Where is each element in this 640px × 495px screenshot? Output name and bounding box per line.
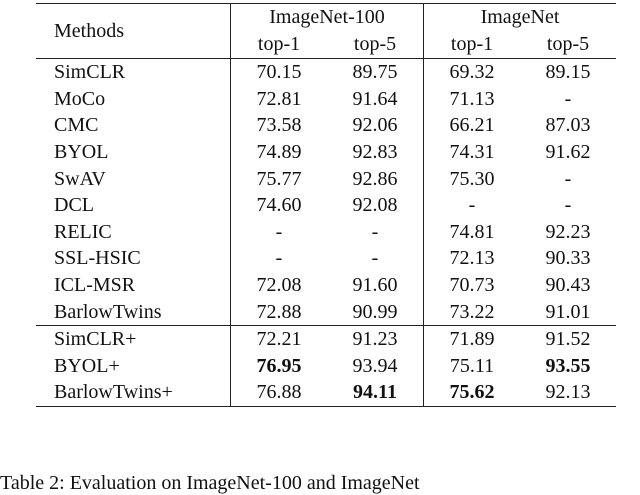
value-cell: 91.23 <box>327 325 424 353</box>
value-cell: 75.62 <box>449 381 495 404</box>
method-cell: BYOL <box>36 138 231 166</box>
subcol-header: top-1 <box>450 33 494 55</box>
method-cell: BYOL+ <box>36 352 231 380</box>
table-row: SwAV 75.77 92.86 75.30 - <box>36 165 616 192</box>
value-cell: - <box>564 167 572 190</box>
value-cell: 92.08 <box>327 191 424 219</box>
subcol-header: top-1 <box>257 33 301 55</box>
value-cell: 91.62 <box>545 141 591 164</box>
value-cell: 73.22 <box>449 300 495 323</box>
value-cell: 91.01 <box>545 300 591 323</box>
value-cell: 92.86 <box>327 165 424 192</box>
value-cell: 71.89 <box>449 328 495 351</box>
value-cell: 89.75 <box>327 58 424 86</box>
value-cell: 90.33 <box>545 247 591 270</box>
value-cell: - <box>275 220 283 243</box>
table-caption: Table 2: Evaluation on ImageNet-100 and … <box>0 472 420 494</box>
value-cell: 69.32 <box>449 61 495 84</box>
method-cell: SwAV <box>36 165 231 192</box>
value-cell: 91.64 <box>327 85 424 113</box>
method-cell: SimCLR <box>36 58 231 86</box>
value-cell: 76.95 <box>256 354 302 377</box>
value-cell: 74.60 <box>256 194 302 217</box>
table-row: CMC 73.58 92.06 66.21 87.03 <box>36 112 616 139</box>
method-cell: SimCLR+ <box>36 325 231 353</box>
value-cell: 75.77 <box>256 167 302 190</box>
results-table: Methods ImageNet-100 ImageNet top-1 top-… <box>36 3 616 407</box>
value-cell: - <box>327 218 424 246</box>
table-row: MoCo 72.81 91.64 71.13 - <box>36 85 616 113</box>
value-cell: 94.11 <box>327 379 424 407</box>
value-cell: 89.15 <box>545 61 591 84</box>
method-cell: MoCo <box>36 85 231 113</box>
value-cell: 75.11 <box>449 354 495 377</box>
value-cell: 74.81 <box>449 220 495 243</box>
value-cell: 70.15 <box>256 61 302 84</box>
value-cell: - <box>275 247 283 270</box>
value-cell: - <box>564 87 572 110</box>
table-row: BYOL 74.89 92.83 74.31 91.62 <box>36 138 616 166</box>
value-cell: 72.81 <box>256 87 302 110</box>
table-row: BarlowTwins 72.88 90.99 73.22 91.01 <box>36 298 616 326</box>
value-cell: 72.21 <box>256 328 302 351</box>
method-cell: RELIC <box>36 218 231 246</box>
value-cell: 74.89 <box>256 141 302 164</box>
value-cell: 93.94 <box>327 352 424 380</box>
method-cell: ICL-MSR <box>36 271 231 299</box>
table-row: SSL-HSIC - - 72.13 90.33 <box>36 245 616 272</box>
value-cell: 74.31 <box>449 141 495 164</box>
value-cell: - <box>564 194 572 217</box>
value-cell: 92.13 <box>545 381 591 404</box>
table-row: SimCLR+ 72.21 91.23 71.89 91.52 <box>36 325 616 353</box>
value-cell: 87.03 <box>545 114 591 137</box>
subcol-header: top-5 <box>546 33 590 55</box>
value-cell: 91.60 <box>327 271 424 299</box>
value-cell: 75.30 <box>449 167 495 190</box>
value-cell: 70.73 <box>449 274 495 297</box>
value-cell: - <box>327 245 424 272</box>
table-row: RELIC - - 74.81 92.23 <box>36 218 616 246</box>
value-cell: 71.13 <box>449 87 495 110</box>
value-cell: - <box>468 194 476 217</box>
method-cell: CMC <box>36 112 231 139</box>
value-cell: 72.08 <box>256 274 302 297</box>
value-cell: 92.23 <box>545 220 591 243</box>
subcol-header: top-5 <box>327 30 424 59</box>
value-cell: 92.83 <box>327 138 424 166</box>
group-header-imagenet100: ImageNet-100 <box>230 3 424 30</box>
table-row: SimCLR 70.15 89.75 69.32 89.15 <box>36 58 616 86</box>
value-cell: 72.13 <box>449 247 495 270</box>
methods-header: Methods <box>36 3 231 59</box>
value-cell: 76.88 <box>256 381 302 404</box>
table-row: BYOL+ 76.95 93.94 75.11 93.55 <box>36 352 616 380</box>
table-row: BarlowTwins+ 76.88 94.11 75.62 92.13 <box>36 379 616 407</box>
value-cell: 72.88 <box>256 300 302 323</box>
value-cell: 92.06 <box>327 112 424 139</box>
method-cell: DCL <box>36 191 231 219</box>
value-cell: 90.99 <box>327 298 424 326</box>
table-row: DCL 74.60 92.08 - - <box>36 191 616 219</box>
method-cell: BarlowTwins+ <box>36 379 231 407</box>
value-cell: 73.58 <box>256 114 302 137</box>
group-header-imagenet: ImageNet <box>480 6 560 28</box>
value-cell: 90.43 <box>545 274 591 297</box>
value-cell: 93.55 <box>545 354 591 377</box>
value-cell: 91.52 <box>545 328 591 351</box>
table-row: ICL-MSR 72.08 91.60 70.73 90.43 <box>36 271 616 299</box>
method-cell: BarlowTwins <box>36 298 231 326</box>
value-cell: 66.21 <box>449 114 495 137</box>
method-cell: SSL-HSIC <box>36 245 231 272</box>
